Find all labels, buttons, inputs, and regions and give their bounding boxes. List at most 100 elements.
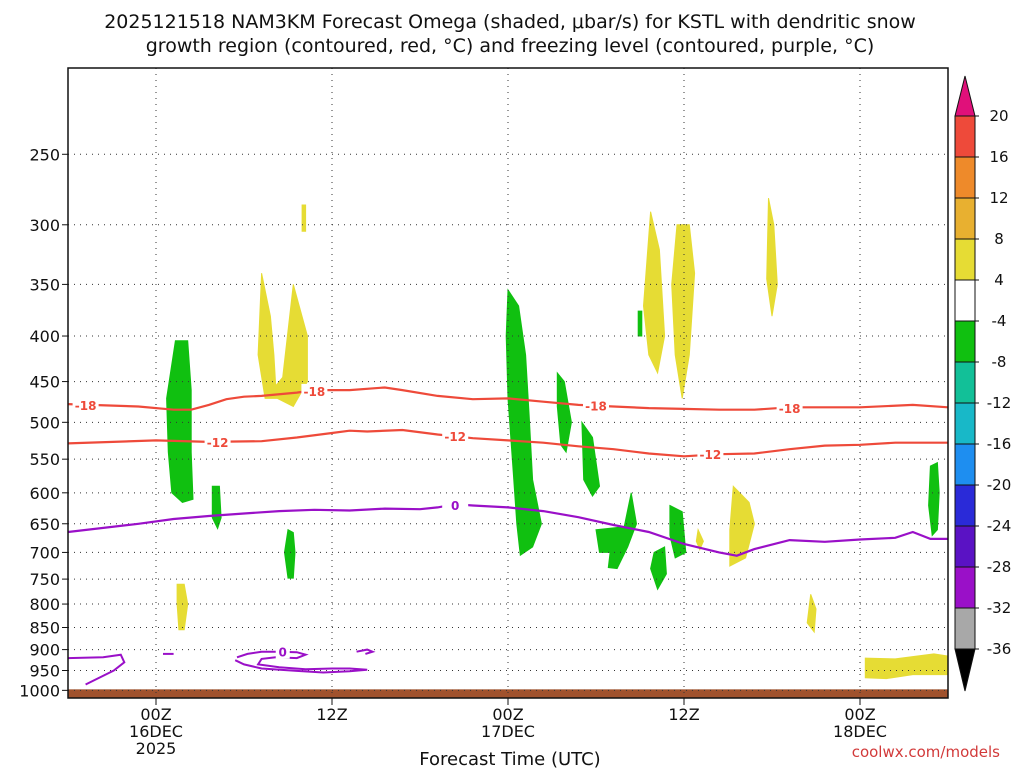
colorbar-tick-label: -32 (987, 599, 1012, 617)
omega-region-4 (556, 371, 572, 454)
x-tick-label: 2025 (136, 739, 177, 758)
omega-region-2 (283, 528, 296, 579)
colorbar-tick-label: 8 (994, 230, 1004, 248)
omega-region-20 (864, 653, 949, 680)
y-tick-label-700: 700 (29, 543, 60, 562)
isotherm-label--18: -18 (75, 399, 97, 413)
x-tick-label: 18DEC (833, 722, 887, 741)
colorbar: 20 16 12 8 4 -4 -8 -12 -16 -20 -24 -28 -32 -36 (954, 75, 1012, 692)
omega-region-12 (257, 273, 308, 408)
isotherm--12-line-1 (67, 428, 948, 458)
colorbar-tick-label: -4 (992, 312, 1007, 330)
isotherm-label-bg (442, 428, 469, 443)
isotherm-label-bg (583, 398, 609, 413)
x-tick-label: 00Z (140, 705, 171, 724)
colorbar-tick-label: 12 (989, 189, 1008, 207)
y-tick-label-300: 300 (29, 216, 60, 235)
colorbar-segment-12-16 (954, 156, 976, 199)
omega-region-8 (669, 504, 687, 559)
y-tick-label-900: 900 (29, 641, 60, 660)
omega-region-1 (211, 485, 222, 530)
isotherm-label--18: -18 (779, 402, 801, 416)
colorbar-tick-label: -24 (987, 517, 1012, 535)
x-tick-label: 00Z (492, 705, 523, 724)
colorbar-segment--36--32 (954, 607, 976, 650)
colorbar-segment-4-8 (954, 238, 976, 281)
chart-title-line-1: 2025121518 NAM3KM Forecast Omega (shaded… (104, 11, 916, 33)
plot-area: -18 -18 -18 -18 -12 -12 -12 0 0 250 300 350 400 450 50… (19, 67, 949, 758)
colorbar-under-triangle (954, 648, 976, 692)
omega-region-16 (766, 198, 778, 317)
colorbar-segment-8-12 (954, 197, 976, 240)
colorbar-segment--16--12 (954, 402, 976, 445)
x-tick-label: 16DEC (129, 722, 183, 741)
y-tick-label-1000: 1000 (19, 681, 60, 700)
y-tick-label-650: 650 (29, 515, 60, 534)
colorbar-segment--4-4 (954, 279, 976, 322)
credit-text: coolwx.com/models (852, 743, 1000, 761)
colorbar-segment--28--24 (954, 525, 976, 568)
omega-region-10 (928, 461, 940, 537)
freezing-level-contour-0 (67, 653, 126, 686)
colorbar-tick-label: -20 (987, 476, 1012, 494)
colorbar-segment--20--16 (954, 443, 976, 486)
colorbar-segment--32--28 (954, 566, 976, 609)
y-tick-label-450: 450 (29, 373, 60, 392)
colorbar-segment-16-20 (954, 115, 976, 158)
freezing-level-label: 0 (279, 646, 287, 660)
isotherm-label--12: -12 (207, 436, 229, 450)
freezing-label-bg (275, 644, 290, 659)
colorbar-tick-label: -12 (987, 394, 1012, 412)
y-tick-label-850: 850 (29, 618, 60, 637)
colorbar-segment--12--8 (954, 361, 976, 404)
isotherm-0-line-2 (67, 503, 948, 557)
freezing-level-contour-3 (356, 648, 376, 655)
y-tick-label-250: 250 (29, 145, 60, 164)
colorbar-tick-label: -8 (992, 353, 1007, 371)
freezing-level-contour-1 (234, 650, 368, 674)
isotherm-label-bg (442, 497, 469, 512)
isotherm-label--18: -18 (585, 400, 607, 414)
isotherm-label-bg (776, 401, 803, 416)
colorbar-tick-label: 16 (989, 148, 1008, 166)
chart-title-line-2: growth region (contoured, red, °C) and f… (146, 35, 875, 57)
x-tick-label: 00Z (844, 705, 875, 724)
omega-region-0 (166, 340, 194, 503)
colorbar-segment--24--20 (954, 484, 976, 527)
isotherm-label-bg (301, 383, 328, 398)
y-tick-label-550: 550 (29, 450, 60, 469)
y-tick-label-750: 750 (29, 570, 60, 589)
omega-region-13 (176, 583, 189, 631)
omega-region-18 (695, 527, 704, 551)
colorbar-tick-label: 4 (994, 271, 1004, 289)
colorbar-segment--8--4 (954, 320, 976, 363)
colorbar-tick-label: 20 (989, 107, 1008, 125)
isotherm--18-line-0 (67, 386, 949, 411)
omega-region-14 (642, 211, 666, 375)
isotherm-label--12: -12 (700, 448, 722, 462)
ground-terrain (68, 689, 948, 698)
y-tick-label-950: 950 (29, 662, 60, 681)
colorbar-tick-label: -16 (987, 435, 1012, 453)
y-tick-label-600: 600 (29, 484, 60, 503)
colorbar-tick-label: -28 (987, 558, 1012, 576)
isotherm-label-bg (204, 434, 231, 449)
y-tick-label-350: 350 (29, 275, 60, 294)
isotherm-label-0: 0 (451, 499, 459, 513)
omega-region-15 (671, 224, 696, 399)
y-tick-label-400: 400 (29, 327, 60, 346)
omega-region-7 (650, 546, 667, 591)
isotherm-label--12: -12 (444, 430, 466, 444)
isotherm-label--18: -18 (304, 385, 326, 399)
y-tick-label-500: 500 (29, 413, 60, 432)
omega-region-17 (729, 485, 755, 567)
x-tick-label: 17DEC (481, 722, 535, 741)
isotherm-label-bg (697, 447, 724, 462)
omega-region-11 (301, 204, 307, 232)
colorbar-over-triangle (954, 75, 976, 117)
omega-region-9 (637, 310, 643, 337)
omega-region-19 (806, 594, 817, 634)
isotherm-label-bg (72, 397, 99, 412)
y-tick-label-800: 800 (29, 595, 60, 614)
